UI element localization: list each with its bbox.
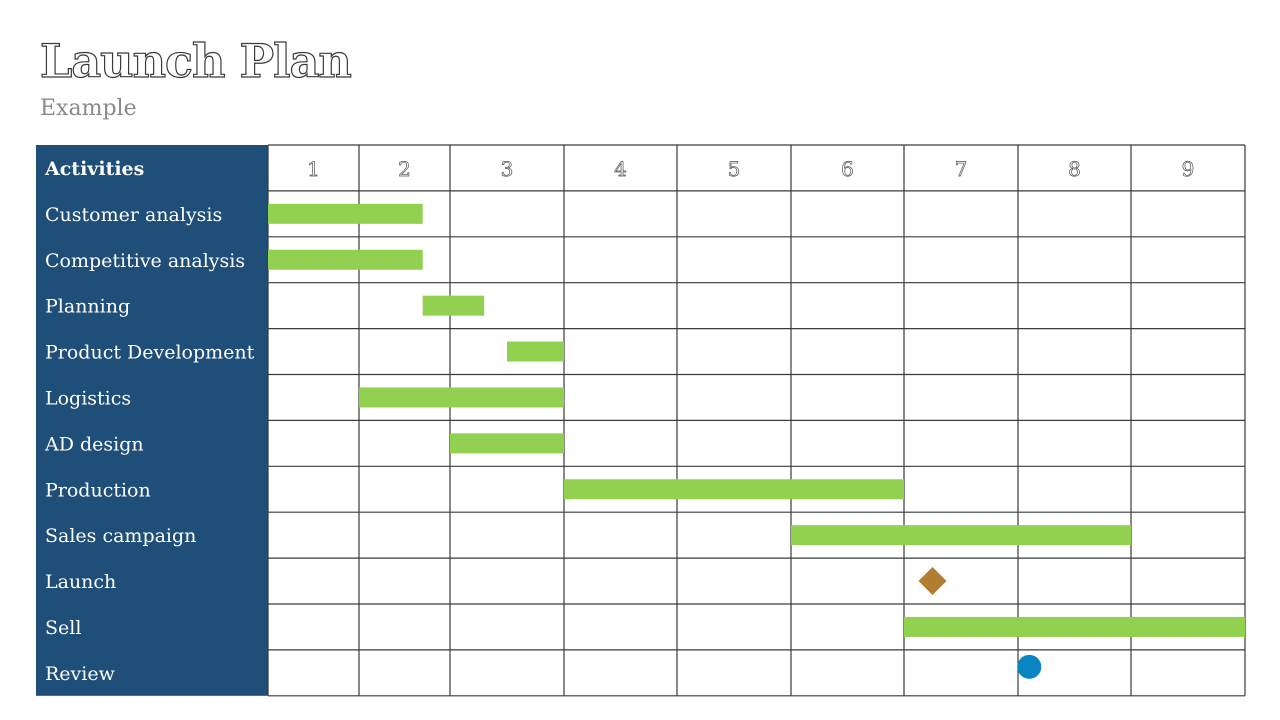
period-label: 5 (728, 157, 741, 181)
activity-label: Logistics (45, 387, 131, 409)
milestone-circle (1017, 654, 1042, 679)
activity-label: Competitive analysis (45, 250, 245, 272)
period-label: 9 (1182, 157, 1195, 181)
activities-header: Activities (44, 158, 144, 180)
gantt-bar (791, 525, 1131, 546)
activity-label: Sales campaign (45, 525, 196, 547)
period-label: 6 (841, 157, 854, 181)
activity-label: Customer analysis (45, 204, 222, 226)
activity-label: Product Development (45, 342, 255, 364)
gantt-bar (507, 341, 564, 362)
activity-label: Production (45, 479, 151, 501)
period-label: 3 (501, 157, 514, 181)
activity-label: Review (45, 663, 116, 685)
activity-label: Sell (45, 617, 81, 639)
period-label: 8 (1068, 157, 1081, 181)
gantt-bar (359, 387, 564, 408)
activities-column (36, 145, 268, 696)
gantt-bar (904, 616, 1245, 637)
gantt-bar (564, 479, 904, 500)
gantt-bar (268, 203, 423, 224)
activity-label: Launch (45, 571, 116, 593)
activity-label: AD design (44, 433, 144, 455)
gantt-bar (268, 249, 423, 270)
activity-label: Planning (45, 296, 130, 318)
period-label: 7 (955, 157, 968, 181)
period-label: 4 (614, 157, 627, 181)
gantt-bar (422, 295, 485, 316)
gantt-bar (450, 433, 564, 454)
period-label: 2 (398, 157, 411, 181)
page-title: Launch Plan (39, 33, 352, 88)
milestone-diamond (918, 567, 947, 596)
page-subtitle: Example (40, 96, 137, 121)
period-label: 1 (307, 157, 320, 181)
